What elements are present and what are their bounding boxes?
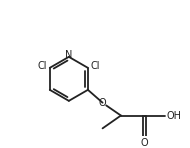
Text: OH: OH <box>167 111 182 120</box>
Text: O: O <box>141 138 149 148</box>
Text: Cl: Cl <box>91 61 100 71</box>
Text: O: O <box>99 98 106 108</box>
Text: N: N <box>65 50 73 61</box>
Text: Cl: Cl <box>38 61 47 71</box>
